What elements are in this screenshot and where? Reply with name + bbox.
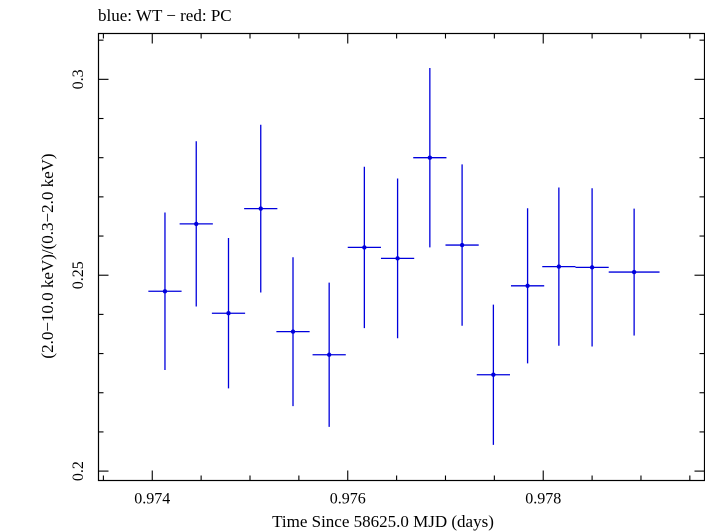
data-point: [413, 67, 447, 248]
data-point: [476, 304, 510, 445]
data-point: [211, 237, 246, 389]
data-marker: [326, 352, 332, 357]
x-tick-label: 0.974: [134, 491, 170, 508]
data-marker: [459, 242, 465, 248]
data-marker: [395, 256, 400, 261]
y-axis: 0.2 0.25 0.3: [70, 39, 705, 481]
plot-frame: [97, 32, 705, 482]
y-tick-label: 0.2: [70, 461, 87, 481]
data-point: [445, 164, 479, 326]
y-tick-label: 0.3: [70, 69, 87, 89]
data-point: [510, 208, 545, 364]
data-marker: [362, 245, 367, 250]
data-point: [179, 141, 213, 307]
data-point: [608, 208, 660, 336]
data-marker: [290, 329, 296, 334]
data-marker: [491, 372, 496, 377]
data-series: [148, 67, 660, 445]
data-point: [347, 166, 381, 329]
data-marker: [556, 264, 562, 269]
x-tick-label: 0.978: [525, 491, 561, 508]
data-marker: [631, 269, 637, 275]
chart-title: blue: WT − red: PC: [98, 6, 232, 25]
x-axis-label: Time Since 58625.0 MJD (days): [272, 512, 494, 531]
data-point: [244, 124, 278, 293]
data-point: [542, 187, 576, 346]
data-point: [380, 178, 415, 339]
data-marker: [194, 221, 199, 227]
data-marker: [589, 265, 595, 270]
data-point: [312, 282, 346, 427]
x-tick-label: 0.976: [330, 491, 366, 508]
data-marker: [226, 311, 231, 316]
data-marker: [258, 206, 263, 211]
data-point: [148, 212, 182, 371]
data-point: [575, 188, 609, 347]
y-axis-label: (2.0−10.0 keV)/(0.3−2.0 keV): [38, 153, 57, 358]
y-tick-label: 0.25: [70, 261, 87, 289]
x-axis: 0.974 0.976 0.978: [102, 33, 691, 508]
data-point: [276, 257, 310, 407]
data-marker: [525, 283, 530, 288]
data-marker: [427, 155, 433, 160]
data-marker: [162, 289, 168, 294]
